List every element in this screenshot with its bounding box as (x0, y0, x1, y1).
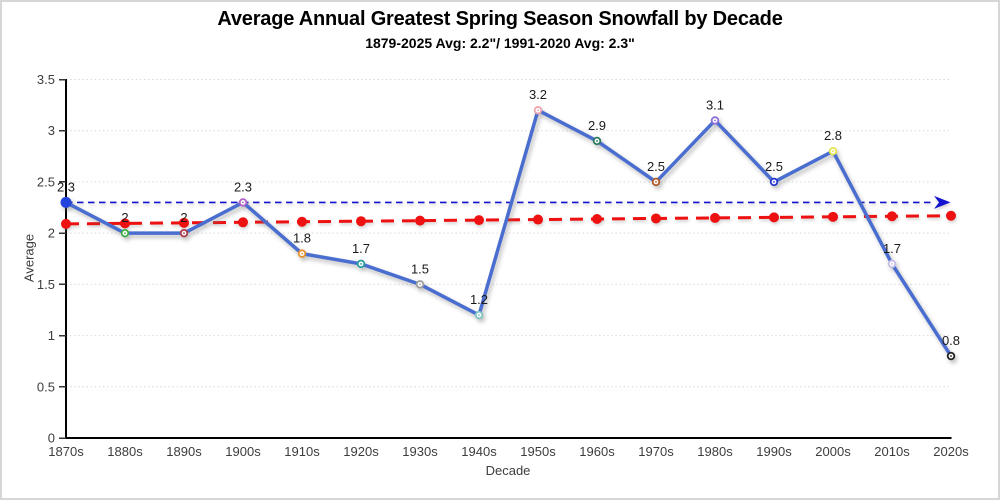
data-point-marker-dot (773, 181, 775, 183)
x-tick-label: 1920s (343, 444, 379, 459)
x-axis-title: Decade (485, 463, 531, 478)
data-label: 0.8 (942, 333, 960, 348)
data-series-group (60, 106, 956, 361)
data-point-marker-dot (537, 109, 539, 112)
trend-line-group (61, 210, 956, 229)
gridlines (66, 79, 951, 388)
trend-point-marker (887, 211, 897, 222)
trend-point-marker (61, 218, 71, 229)
reference-line-group (66, 195, 951, 209)
data-point-marker-dot (891, 262, 893, 265)
chart-subtitle: 1879-2025 Avg: 2.2"/ 1991-2020 Avg: 2.3" (365, 35, 635, 51)
trend-line (65, 214, 952, 226)
trend-point-marker (533, 214, 543, 225)
y-tick-label: 3 (48, 123, 55, 138)
data-label: 2.5 (647, 159, 665, 174)
data-point-marker-dot (242, 201, 244, 204)
chart-title: Average Annual Greatest Spring Season Sn… (217, 8, 783, 30)
data-point-marker-dot (655, 181, 657, 183)
data-point-marker-dot (478, 314, 480, 316)
trend-point-marker (120, 218, 130, 229)
y-tick-label: 0 (48, 431, 55, 446)
data-point-marker (60, 196, 72, 208)
data-series-line (64, 108, 953, 358)
x-tick-label: 1910s (284, 444, 320, 459)
axes (59, 78, 952, 439)
data-label: 2.3 (234, 179, 252, 194)
x-tick-label: 1890s (166, 444, 202, 459)
y-axis-title: Average (21, 233, 37, 283)
trend-point-marker (474, 215, 484, 226)
data-label: 1.8 (293, 231, 311, 246)
x-tick-label: 2010s (874, 444, 910, 459)
data-label: 3.2 (529, 87, 547, 102)
data-label: 2 (180, 210, 187, 225)
data-point-marker-dot (183, 232, 185, 235)
y-tick-label: 1 (48, 328, 55, 343)
data-label: 3.1 (706, 97, 724, 112)
x-tick-label: 1870s (48, 444, 84, 459)
trend-point-marker (179, 217, 189, 228)
data-label: 1.7 (883, 241, 901, 256)
trend-point-marker (415, 215, 425, 226)
y-tick-label: 2 (48, 226, 55, 241)
data-label: 2 (121, 210, 128, 225)
x-tick-label: 1990s (756, 444, 792, 459)
trend-point-marker (946, 210, 956, 221)
y-tick-label: 0.5 (37, 379, 55, 394)
x-tick-label: 2020s (933, 444, 969, 459)
x-tick-label: 1950s (520, 444, 556, 459)
data-point-marker-dot (360, 262, 362, 265)
reference-line-arrow-icon (934, 195, 951, 209)
data-label: 2.5 (765, 159, 783, 174)
trend-point-marker (828, 211, 838, 222)
data-label: 1.7 (352, 241, 370, 256)
data-point-marker-dot (419, 283, 421, 286)
trend-point-marker (297, 216, 307, 227)
trend-point-marker (356, 216, 366, 227)
data-label: 2.8 (824, 128, 842, 143)
trend-point-marker (769, 212, 779, 223)
x-tick-label: 1930s (402, 444, 438, 459)
x-tick-label: 1880s (107, 444, 143, 459)
x-tick-label: 1980s (697, 444, 733, 459)
y-tick-label: 2.5 (37, 174, 55, 189)
data-label: 1.5 (411, 261, 429, 276)
data-point-marker-dot (124, 232, 126, 235)
x-tick-label: 1970s (638, 444, 674, 459)
data-label: 2.3 (57, 179, 75, 194)
data-point-marker-dot (714, 119, 716, 122)
x-tick-label: 1900s (225, 444, 261, 459)
trend-point-marker (710, 212, 720, 223)
trend-point-marker (238, 217, 248, 228)
x-tick-label: 1940s (461, 444, 497, 459)
data-label: 2.9 (588, 118, 606, 133)
data-label: 1.2 (470, 292, 488, 307)
data-point-marker-dot (950, 355, 952, 357)
data-point-marker-dot (301, 252, 303, 255)
trend-point-marker (592, 214, 602, 225)
x-tick-label: 1960s (579, 444, 615, 459)
data-point-marker-dot (832, 150, 834, 153)
x-tick-label: 2000s (815, 444, 851, 459)
data-point-marker-dot (596, 140, 598, 142)
trend-point-marker (651, 213, 661, 224)
y-tick-label: 3.5 (37, 72, 55, 87)
y-tick-label: 1.5 (37, 277, 55, 292)
